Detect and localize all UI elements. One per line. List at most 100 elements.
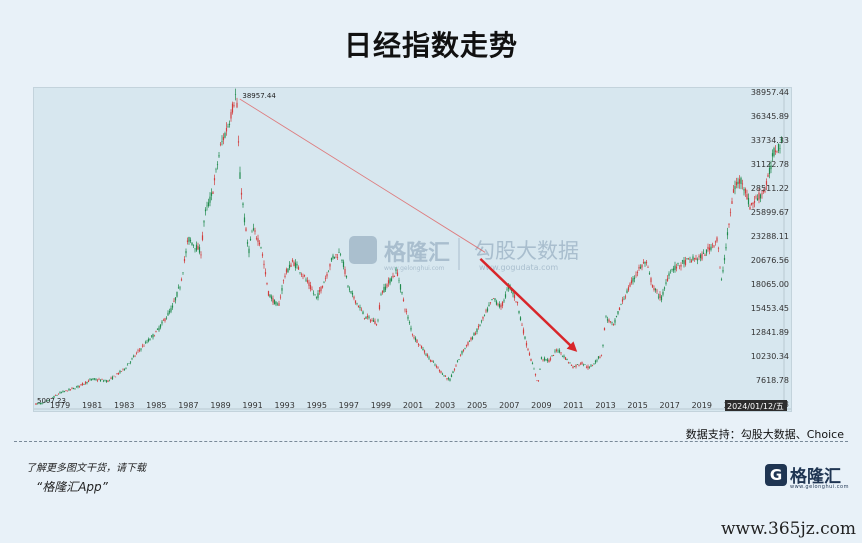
price-candle — [486, 308, 489, 312]
price-candle — [587, 366, 589, 369]
chart-panel[interactable]: 格隆汇 www.gelonghui.com 勾股大数据 www.gogudata… — [33, 87, 792, 412]
price-candle — [339, 254, 342, 255]
x-tick-label: 2001 — [403, 401, 423, 410]
price-candle — [543, 357, 546, 361]
price-candle — [534, 374, 537, 376]
price-candle — [752, 202, 754, 205]
price-candle — [737, 181, 739, 185]
divider — [14, 441, 848, 442]
price-candle — [716, 237, 718, 242]
series-layer — [35, 88, 783, 406]
price-candle — [692, 256, 694, 261]
y-tick-label: 36345.89 — [751, 112, 789, 121]
price-candle — [360, 309, 363, 311]
price-candle — [102, 380, 105, 382]
price-candle — [411, 333, 414, 335]
price-candle — [755, 196, 757, 198]
price-candle — [536, 380, 538, 381]
price-candle — [498, 303, 501, 308]
price-candle — [231, 103, 234, 113]
price-candle — [228, 123, 231, 125]
price-candle — [690, 260, 693, 263]
price-candle — [579, 363, 582, 365]
price-candle — [623, 298, 625, 300]
price-candle — [402, 299, 405, 302]
price-candle — [513, 294, 516, 299]
source-note: 数据支持：勾股大数据、Choice — [685, 428, 844, 441]
price-candle — [35, 403, 37, 405]
price-candle — [305, 279, 307, 281]
price-candle — [594, 360, 597, 363]
price-candle — [306, 280, 309, 283]
price-candle — [537, 380, 540, 381]
price-candle — [71, 388, 73, 389]
price-candle — [317, 293, 319, 299]
price-candle — [47, 400, 49, 401]
price-candle — [407, 316, 409, 319]
price-candle — [362, 311, 364, 315]
price-candle — [60, 392, 63, 393]
price-candle — [96, 380, 99, 381]
price-candle — [218, 155, 220, 157]
price-candle — [578, 365, 580, 366]
price-candle — [548, 360, 550, 362]
price-candle — [224, 133, 226, 138]
price-candle — [212, 192, 214, 194]
price-candle — [641, 264, 643, 268]
price-candle — [443, 375, 445, 377]
date-box-label: 2024/01/12/五 — [727, 402, 784, 411]
price-candle — [414, 337, 417, 341]
price-candle — [569, 362, 571, 364]
price-candle — [66, 390, 69, 392]
price-candle — [531, 363, 534, 365]
price-candle — [740, 177, 742, 184]
price-candle — [350, 290, 352, 293]
x-tick-label: 2005 — [467, 401, 487, 410]
x-tick-label: 1987 — [178, 401, 198, 410]
brand-name: 格隆汇 — [790, 467, 841, 487]
promo-text: 了解更多图文干货，请下载 — [26, 463, 146, 474]
price-candle — [383, 286, 385, 293]
price-candle — [438, 369, 441, 372]
price-candle — [152, 334, 154, 338]
x-tick-label: 1989 — [210, 401, 230, 410]
price-candle — [506, 289, 508, 291]
price-candle — [312, 292, 315, 294]
price-candle — [431, 360, 433, 362]
price-candle — [684, 259, 687, 265]
price-candle — [732, 189, 735, 193]
price-candle — [344, 268, 346, 274]
price-candle — [368, 316, 370, 318]
price-candle — [213, 178, 216, 181]
price-candle — [122, 368, 124, 370]
price-candle — [174, 297, 177, 301]
price-candle — [204, 209, 207, 212]
price-candle — [308, 282, 310, 286]
price-candle — [326, 273, 328, 277]
price-candle — [200, 254, 202, 256]
x-tick-label: 2013 — [595, 401, 615, 410]
price-candle — [563, 355, 565, 358]
trend-line-thin — [239, 98, 486, 253]
price-candle — [546, 359, 549, 361]
price-candle — [59, 392, 61, 394]
price-candle — [747, 197, 750, 205]
price-candle — [704, 254, 706, 257]
price-candle — [738, 179, 741, 184]
price-candle — [135, 352, 138, 354]
price-candle — [267, 291, 270, 296]
brand-logo[interactable]: G 格隆汇 — [765, 462, 841, 487]
price-candle — [195, 244, 198, 251]
price-candle — [356, 303, 358, 304]
price-candle — [588, 367, 591, 368]
price-candle — [299, 272, 301, 273]
promo-app-name[interactable]: “格隆汇App” — [36, 480, 108, 494]
price-candle — [309, 285, 312, 290]
price-candle — [372, 320, 375, 322]
price-candle — [251, 231, 253, 233]
x-tick-label: 1993 — [274, 401, 294, 410]
price-candle — [750, 202, 753, 205]
price-candle — [275, 301, 277, 305]
price-candle — [449, 379, 451, 381]
price-candle — [126, 364, 129, 366]
